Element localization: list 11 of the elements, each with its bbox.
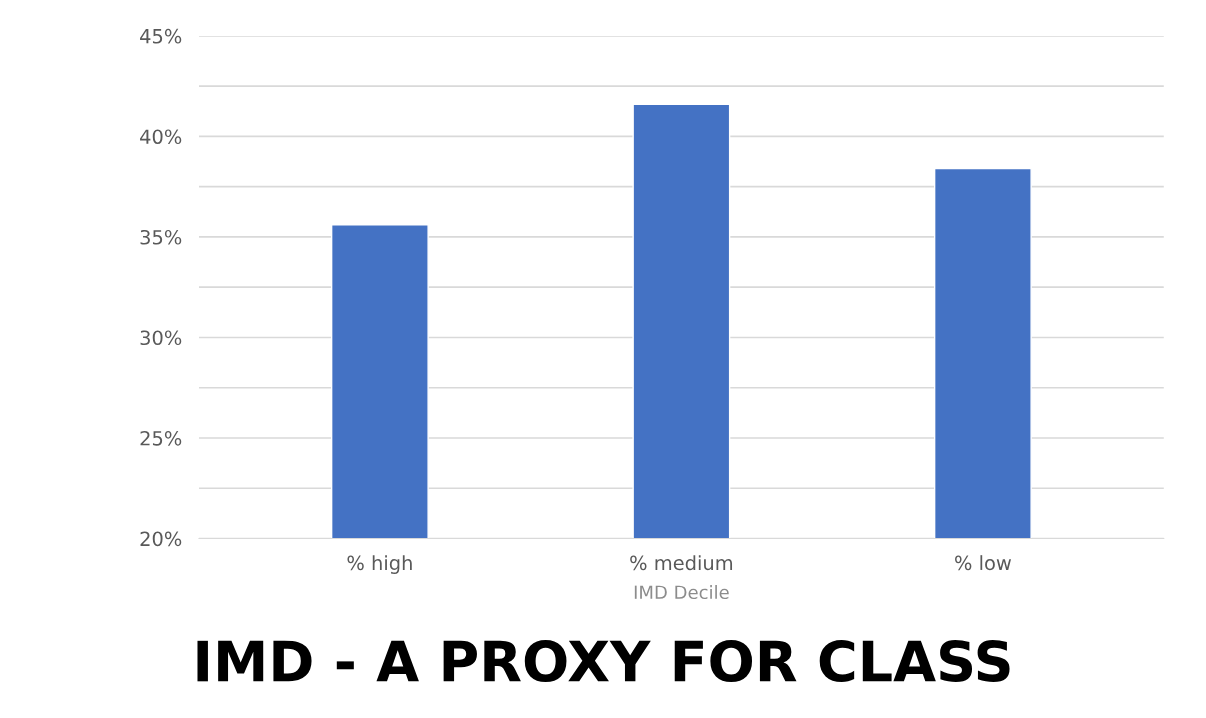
- text: IMD - A PROXY FOR CLASS: [197, 640, 1010, 683]
- y-tick-label: 25%: [140, 430, 182, 446]
- y-tick-label: 20%: [140, 531, 182, 547]
- x-tick-label: % low: [955, 555, 1012, 571]
- y-tick-label: 30%: [140, 330, 182, 346]
- y-tick-label: 45%: [140, 28, 182, 44]
- y-tick-label: 40%: [140, 129, 182, 145]
- x-axis-title: IMD Decile: [634, 585, 729, 600]
- x-tick-label: % medium: [630, 555, 733, 571]
- x-tick-label: % high: [347, 555, 412, 574]
- y-tick-label: 35%: [140, 229, 182, 245]
